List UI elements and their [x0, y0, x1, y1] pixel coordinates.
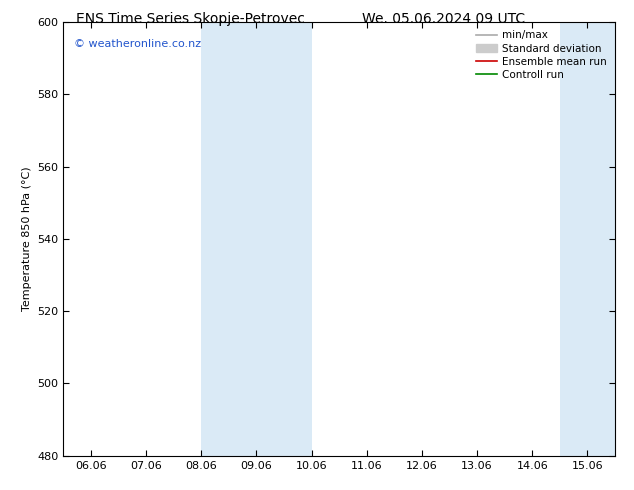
Text: ENS Time Series Skopje-Petrovec: ENS Time Series Skopje-Petrovec [75, 12, 305, 26]
Bar [202, 22, 312, 456]
Bar [560, 22, 615, 456]
Legend: min/max, Standard deviation, Ensemble mean run, Controll run: min/max, Standard deviation, Ensemble me… [473, 27, 610, 83]
Text: © weatheronline.co.nz: © weatheronline.co.nz [74, 39, 202, 49]
Y-axis label: Temperature 850 hPa (°C): Temperature 850 hPa (°C) [22, 167, 32, 311]
Text: We. 05.06.2024 09 UTC: We. 05.06.2024 09 UTC [362, 12, 526, 26]
